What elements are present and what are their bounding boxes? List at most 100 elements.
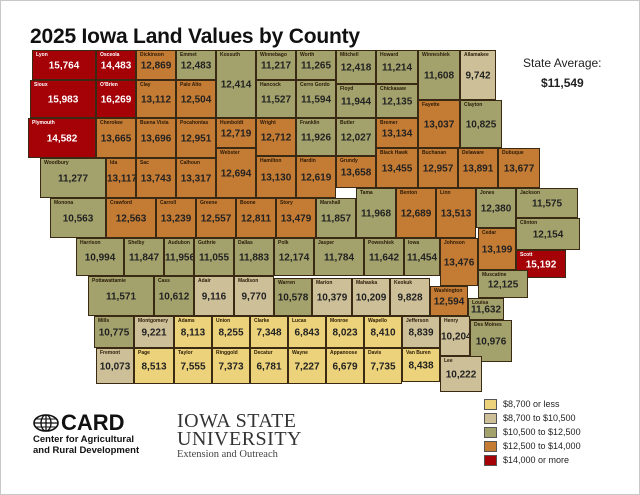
county-des-moines[interactable]: Des Moines 10,976 — [470, 320, 512, 362]
county-floyd[interactable]: Floyd 11,944 — [336, 84, 376, 118]
county-guthrie[interactable]: Guthrie 11,055 — [194, 238, 234, 276]
county-hamilton[interactable]: Hamilton 13,130 — [256, 156, 296, 198]
county-monroe[interactable]: Monroe 8,023 — [326, 316, 364, 348]
county-clay[interactable]: Clay 13,112 — [136, 80, 176, 118]
county-union[interactable]: Union 8,255 — [212, 316, 250, 348]
county-hardin[interactable]: Hardin 12,619 — [296, 156, 336, 198]
county-fayette[interactable]: Fayette 13,037 — [418, 100, 460, 148]
county-winnebago[interactable]: Winnebago 11,217 — [256, 50, 296, 80]
county-wayne[interactable]: Wayne 7,227 — [288, 348, 326, 384]
county-monona[interactable]: Monona 10,563 — [50, 198, 106, 238]
county-taylor[interactable]: Taylor 7,555 — [174, 348, 212, 384]
county-ringgold[interactable]: Ringgold 7,373 — [212, 348, 250, 384]
county-story[interactable]: Story 13,479 — [276, 198, 316, 238]
county-sioux[interactable]: Sioux 15,983 — [30, 80, 96, 118]
county-boone[interactable]: Boone 12,811 — [236, 198, 276, 238]
county-clinton[interactable]: Clinton 12,154 — [516, 218, 580, 250]
county-appanoose[interactable]: Appanoose 6,679 — [326, 348, 364, 384]
county-greene[interactable]: Greene 12,557 — [196, 198, 236, 238]
county-sac[interactable]: Sac 13,743 — [136, 158, 176, 198]
county-muscatine[interactable]: Muscatine 12,125 — [478, 270, 528, 298]
county-humboldt[interactable]: Humboldt 12,719 — [216, 118, 256, 148]
county-cass[interactable]: Cass 10,612 — [154, 276, 194, 316]
county-iowa[interactable]: Iowa 11,454 — [404, 238, 440, 276]
county-fremont[interactable]: Fremont 10,073 — [96, 348, 134, 384]
county-mahaska[interactable]: Mahaska 10,209 — [352, 278, 390, 316]
county-montgomery[interactable]: Montgomery 9,221 — [134, 316, 174, 348]
county-wapello[interactable]: Wapello 8,410 — [364, 316, 402, 348]
county-franklin[interactable]: Franklin 11,926 — [296, 118, 336, 156]
county-palo-alto[interactable]: Palo Alto 12,504 — [176, 80, 216, 118]
county-calhoun[interactable]: Calhoun 13,317 — [176, 158, 216, 198]
county-buena-vista[interactable]: Buena Vista 13,696 — [136, 118, 176, 158]
county-emmet[interactable]: Emmet 12,483 — [176, 50, 216, 80]
county-adair[interactable]: Adair 9,116 — [194, 276, 234, 316]
county-winneshiek[interactable]: Winneshiek 11,608 — [418, 50, 460, 100]
county-polk[interactable]: Polk 12,174 — [274, 238, 314, 276]
county-mitchell[interactable]: Mitchell 12,418 — [336, 50, 376, 84]
county-page[interactable]: Page 8,513 — [134, 348, 174, 384]
county-hancock[interactable]: Hancock 11,527 — [256, 80, 296, 118]
county-howard[interactable]: Howard 11,214 — [376, 50, 418, 84]
county-washington[interactable]: Washington 12,594 — [430, 286, 468, 316]
county-chickasaw[interactable]: Chickasaw 12,135 — [376, 84, 418, 118]
county-cedar[interactable]: Cedar 13,199 — [478, 228, 516, 270]
county-harrison[interactable]: Harrison 10,994 — [76, 238, 124, 276]
county-davis[interactable]: Davis 7,735 — [364, 348, 402, 384]
county-clarke[interactable]: Clarke 7,348 — [250, 316, 288, 348]
county-lucas[interactable]: Lucas 6,843 — [288, 316, 326, 348]
county-tama[interactable]: Tama 11,968 — [356, 188, 396, 238]
county-cherokee[interactable]: Cherokee 13,665 — [96, 118, 136, 158]
county-jackson[interactable]: Jackson 11,575 — [516, 188, 578, 218]
county-dubuque[interactable]: Dubuque 13,677 — [498, 148, 540, 188]
county-carroll[interactable]: Carroll 13,239 — [156, 198, 196, 238]
county-osceola[interactable]: Osceola 14,483 — [96, 50, 136, 80]
county-woodbury[interactable]: Woodbury 11,277 — [40, 158, 106, 198]
county-wright[interactable]: Wright 12,712 — [256, 118, 296, 156]
county-marion[interactable]: Marion 10,379 — [312, 278, 352, 316]
county-pocahontas[interactable]: Pocahontas 12,951 — [176, 118, 216, 158]
county-audubon[interactable]: Audubon 11,956 — [164, 238, 194, 276]
county-pottawattamie[interactable]: Pottawattamie 11,571 — [88, 276, 154, 316]
county-clayton[interactable]: Clayton 10,825 — [460, 100, 502, 148]
county-allamakee[interactable]: Allamakee 9,742 — [460, 50, 496, 100]
county-grundy[interactable]: Grundy 13,658 — [336, 156, 376, 188]
county-shelby[interactable]: Shelby 11,847 — [124, 238, 164, 276]
county-webster[interactable]: Webster 12,694 — [216, 148, 256, 198]
county-dallas[interactable]: Dallas 11,883 — [234, 238, 274, 276]
county-lyon[interactable]: Lyon 15,764 — [32, 50, 96, 80]
county-plymouth[interactable]: Plymouth 14,582 — [28, 118, 96, 158]
county-butler[interactable]: Butler 12,027 — [336, 118, 376, 156]
county-linn[interactable]: Linn 13,513 — [436, 188, 476, 238]
county-marshall[interactable]: Marshall 11,857 — [316, 198, 356, 238]
county-warren[interactable]: Warren 10,578 — [274, 278, 312, 316]
county-bremer[interactable]: Bremer 13,134 — [376, 118, 418, 148]
county-delaware[interactable]: Delaware 13,891 — [458, 148, 498, 188]
county-worth[interactable]: Worth 11,265 — [296, 50, 336, 80]
county-johnson[interactable]: Johnson 13,476 — [440, 238, 478, 286]
county-mills[interactable]: Mills 10,775 — [94, 316, 134, 348]
county-scott[interactable]: Scott 15,192 — [516, 250, 566, 278]
county-buchanan[interactable]: Buchanan 12,957 — [418, 148, 458, 188]
county-jefferson[interactable]: Jefferson 8,839 — [402, 316, 440, 348]
county-henry[interactable]: Henry 10,204 — [440, 316, 470, 356]
county-louisa[interactable]: Louisa 11,632 — [468, 298, 504, 320]
county-kossuth[interactable]: Kossuth 12,414 — [216, 50, 256, 118]
county-crawford[interactable]: Crawford 12,563 — [106, 198, 156, 238]
county-keokuk[interactable]: Keokuk 9,828 — [390, 278, 430, 316]
county-adams[interactable]: Adams 8,113 — [174, 316, 212, 348]
county-madison[interactable]: Madison 9,770 — [234, 276, 274, 316]
county-obrien[interactable]: O'Brien 16,269 — [96, 80, 136, 118]
county-lee[interactable]: Lee 10,222 — [440, 356, 482, 392]
county-black-hawk[interactable]: Black Hawk 13,455 — [376, 148, 418, 188]
county-decatur[interactable]: Decatur 6,781 — [250, 348, 288, 384]
county-jasper[interactable]: Jasper 11,784 — [314, 238, 364, 276]
county-ida[interactable]: Ida 13,117 — [106, 158, 136, 198]
county-jones[interactable]: Jones 12,380 — [476, 188, 516, 228]
county-dickinson[interactable]: Dickinson 12,869 — [136, 50, 176, 80]
county-poweshiek[interactable]: Poweshiek 11,642 — [364, 238, 404, 276]
county-van-buren[interactable]: Van Buren 8,438 — [402, 348, 440, 382]
county-cerro-gordo[interactable]: Cerro Gordo 11,594 — [296, 80, 336, 118]
county-benton[interactable]: Benton 12,689 — [396, 188, 436, 238]
legend-item: $10,500 to $12,500 — [484, 425, 581, 439]
